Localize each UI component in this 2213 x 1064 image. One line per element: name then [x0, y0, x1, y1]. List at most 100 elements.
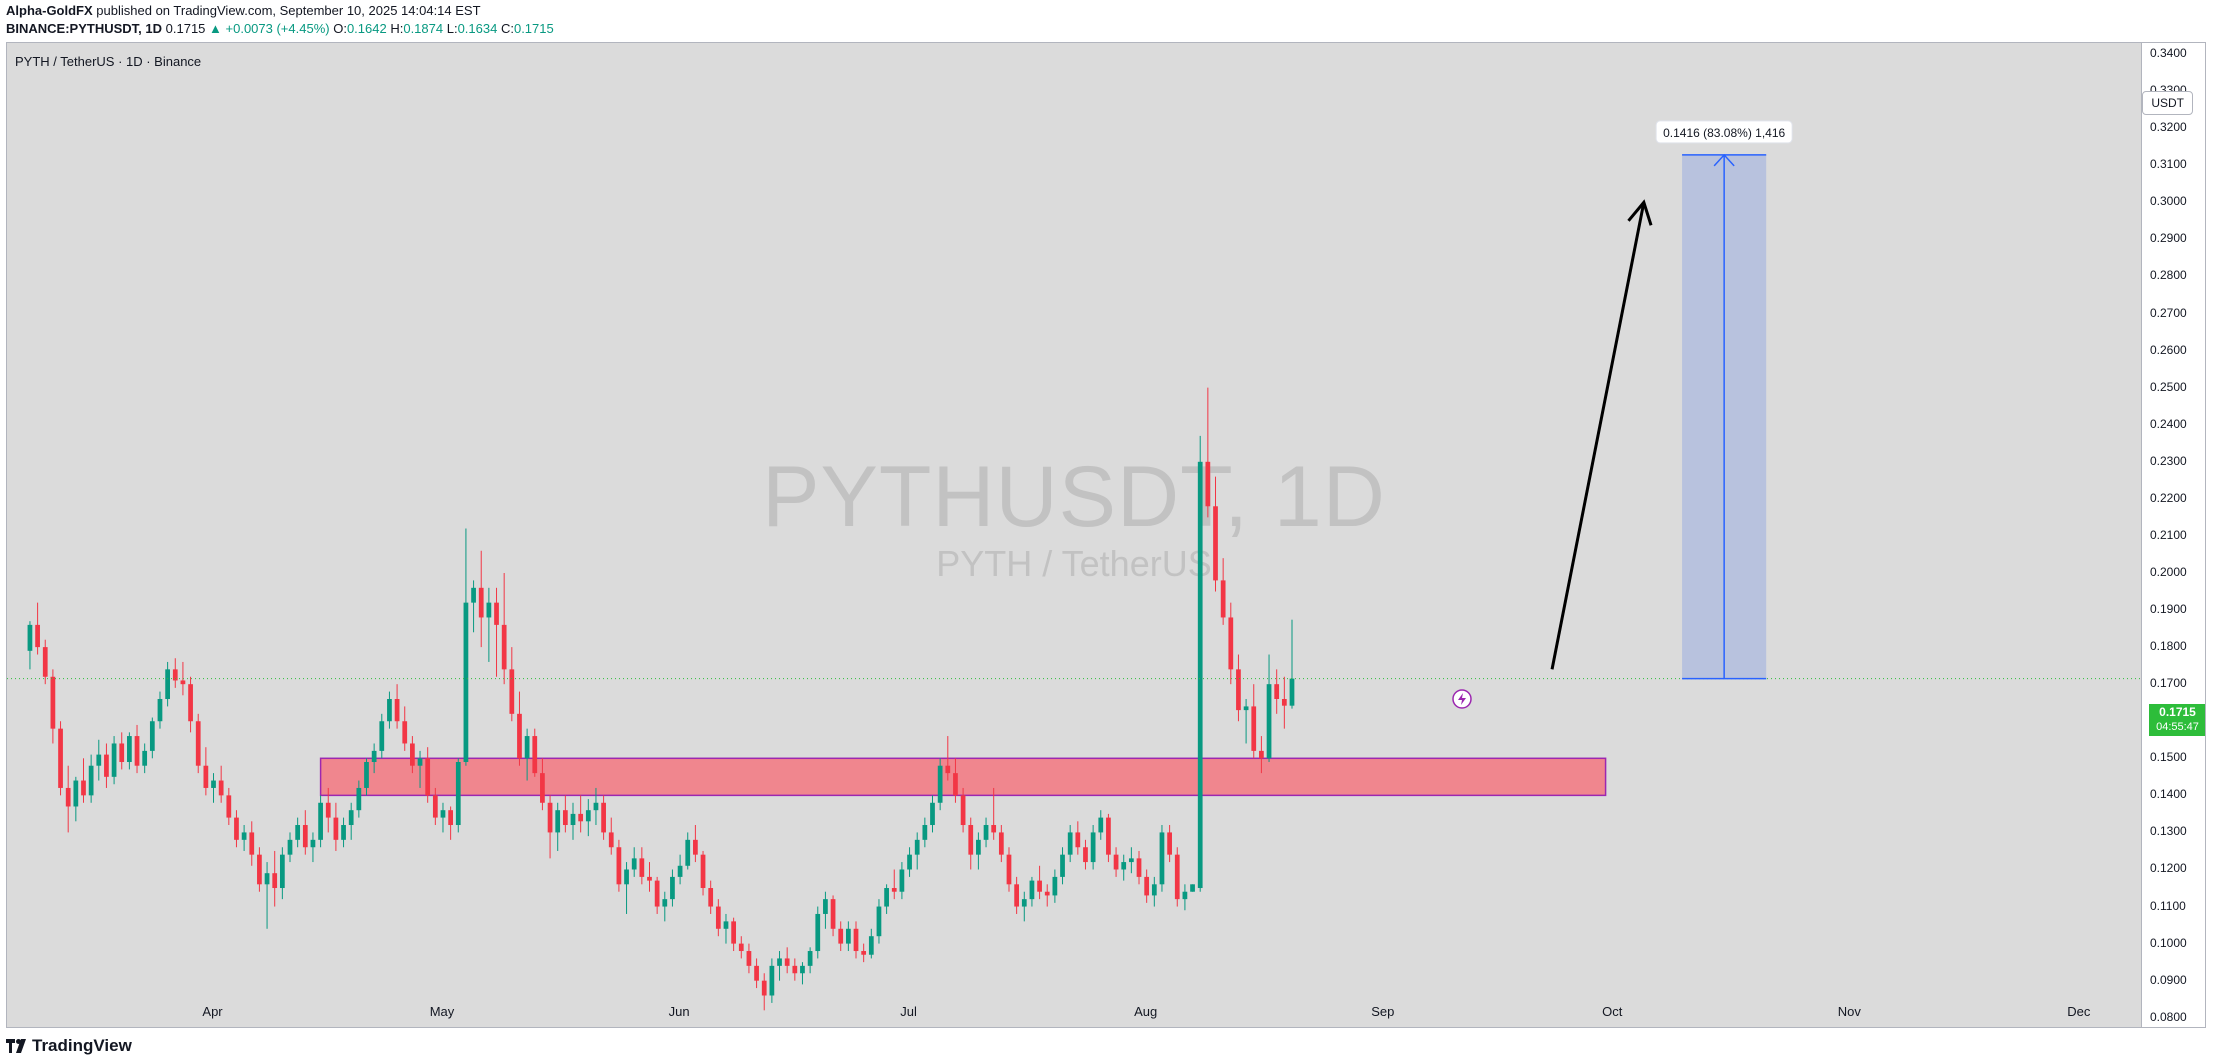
candle-body — [662, 899, 668, 907]
candle-body — [65, 787, 71, 807]
candle-body — [318, 802, 323, 840]
candle-body — [234, 817, 239, 840]
candle-body — [379, 721, 385, 751]
symbol-info: BINANCE:PYTHUSDT, 1D 0.1715 ▲ +0.0073 (+… — [6, 21, 554, 36]
candle-body — [348, 810, 354, 826]
watermark-name: PYTH / TetherUS — [936, 543, 1212, 584]
candle-body — [1128, 858, 1134, 863]
candle-body — [838, 928, 844, 944]
chart-svg: 0.1416 (83.08%) 1,416 — [7, 120, 2141, 1011]
candle-body — [899, 869, 905, 892]
candle-body — [616, 847, 622, 885]
candle-body — [494, 602, 499, 625]
candle-body — [1037, 880, 1042, 892]
candle-body — [631, 858, 637, 870]
price-axis[interactable]: 0.0800 0.0900 0.1000 0.1100 0.1200 0.1300 0.14… — [2141, 43, 2205, 1027]
y-tick-label: 0.2200 — [2150, 490, 2187, 505]
author-name[interactable]: Alpha-GoldFX — [6, 3, 93, 18]
candle-body — [830, 899, 836, 929]
candle-body — [1090, 832, 1096, 863]
candle-body — [792, 965, 798, 974]
y-tick-label: 0.1100 — [2150, 898, 2186, 913]
candle-body — [264, 873, 270, 885]
flash-icon-bolt — [1458, 693, 1466, 705]
candle-body — [371, 750, 377, 763]
candle-body — [570, 813, 576, 826]
candle-body — [310, 839, 316, 848]
candle-body — [784, 958, 790, 966]
candle-body — [341, 825, 346, 840]
candle-body — [203, 765, 209, 788]
candle-body — [440, 810, 446, 818]
y-tick-label: 0.2700 — [2150, 305, 2187, 320]
candle-body — [387, 699, 392, 722]
candle-body — [249, 832, 255, 855]
candle-body — [1044, 891, 1050, 896]
candle-body — [930, 802, 935, 826]
candle-body — [585, 810, 591, 822]
candle-body — [402, 721, 408, 744]
close-value: 0.1715 — [513, 21, 554, 36]
pane-title: PYTH / TetherUS · 1D · Binance — [15, 54, 202, 69]
candle-body — [325, 802, 331, 818]
candle-body — [1014, 884, 1020, 907]
candle-body — [448, 810, 453, 826]
published-text: published on TradingView.com, September … — [96, 3, 481, 18]
y-tick-label: 0.2900 — [2150, 231, 2187, 246]
x-tick-label: Jul — [900, 1004, 917, 1019]
candle-body — [157, 699, 163, 722]
y-tick-label: 0.1700 — [2150, 676, 2187, 691]
y-tick-label: 0.0900 — [2150, 972, 2187, 987]
candle-body — [1136, 858, 1142, 877]
candle-body — [58, 728, 63, 788]
low-label: L: — [446, 21, 458, 36]
candle-body — [555, 810, 561, 833]
candle-body — [1167, 832, 1172, 855]
open-label: O: — [333, 21, 347, 36]
candle-body — [547, 802, 553, 833]
x-tick-label: Dec — [2067, 1004, 2091, 1019]
open-value: 0.1642 — [346, 21, 387, 36]
x-tick-label: Aug — [1134, 1004, 1158, 1019]
candle-body — [1228, 617, 1234, 670]
candle-body — [478, 587, 484, 618]
low-value: 0.1634 — [457, 21, 498, 36]
candle-body — [540, 773, 545, 803]
candle-body — [1289, 678, 1295, 706]
candle-body — [1113, 854, 1119, 870]
x-tick-label: Nov — [1837, 1004, 1861, 1019]
candle-body — [1190, 884, 1195, 892]
candle-body — [134, 736, 140, 766]
y-tick-label: 0.1000 — [2150, 935, 2187, 950]
publish-info: Alpha-GoldFX published on TradingView.co… — [6, 3, 481, 18]
y-tick-label: 0.2500 — [2150, 379, 2187, 394]
candle-body — [1266, 684, 1272, 759]
candle-body — [891, 888, 897, 892]
candle-body — [639, 858, 645, 877]
high-value: 0.1874 — [403, 21, 444, 36]
candle-body — [738, 943, 744, 952]
candle-body — [731, 921, 737, 944]
current-price-tag: 0.1715 04:55:47 — [2149, 704, 2205, 736]
candle-body — [562, 810, 568, 826]
candle-body — [685, 839, 691, 866]
y-tick-label: 0.3000 — [2150, 194, 2187, 209]
candle-body — [333, 817, 339, 840]
currency-button[interactable]: USDT — [2142, 91, 2193, 115]
x-tick-label: Jun — [668, 1004, 690, 1019]
candle-body — [953, 773, 958, 796]
candle-body — [769, 965, 775, 996]
candle-body — [226, 795, 232, 818]
candle-body — [149, 721, 155, 751]
current-price-value: 0.1715 — [2159, 705, 2196, 719]
candle-body — [410, 743, 415, 766]
measure-label: 0.1416 (83.08%) 1,416 — [1663, 126, 1785, 140]
y-tick-label: 0.2000 — [2150, 564, 2187, 579]
candle-body — [1151, 884, 1157, 896]
plot-area[interactable]: PYTHUSDT, 1D PYTH / TetherUS 0.1416 (83.… — [7, 43, 2141, 1027]
tradingview-brand[interactable]: TradingView — [6, 1036, 132, 1058]
candle-body — [723, 921, 729, 929]
candle-body — [302, 825, 308, 848]
y-tick-label: 0.2100 — [2150, 527, 2187, 542]
candle-body — [1006, 854, 1012, 885]
